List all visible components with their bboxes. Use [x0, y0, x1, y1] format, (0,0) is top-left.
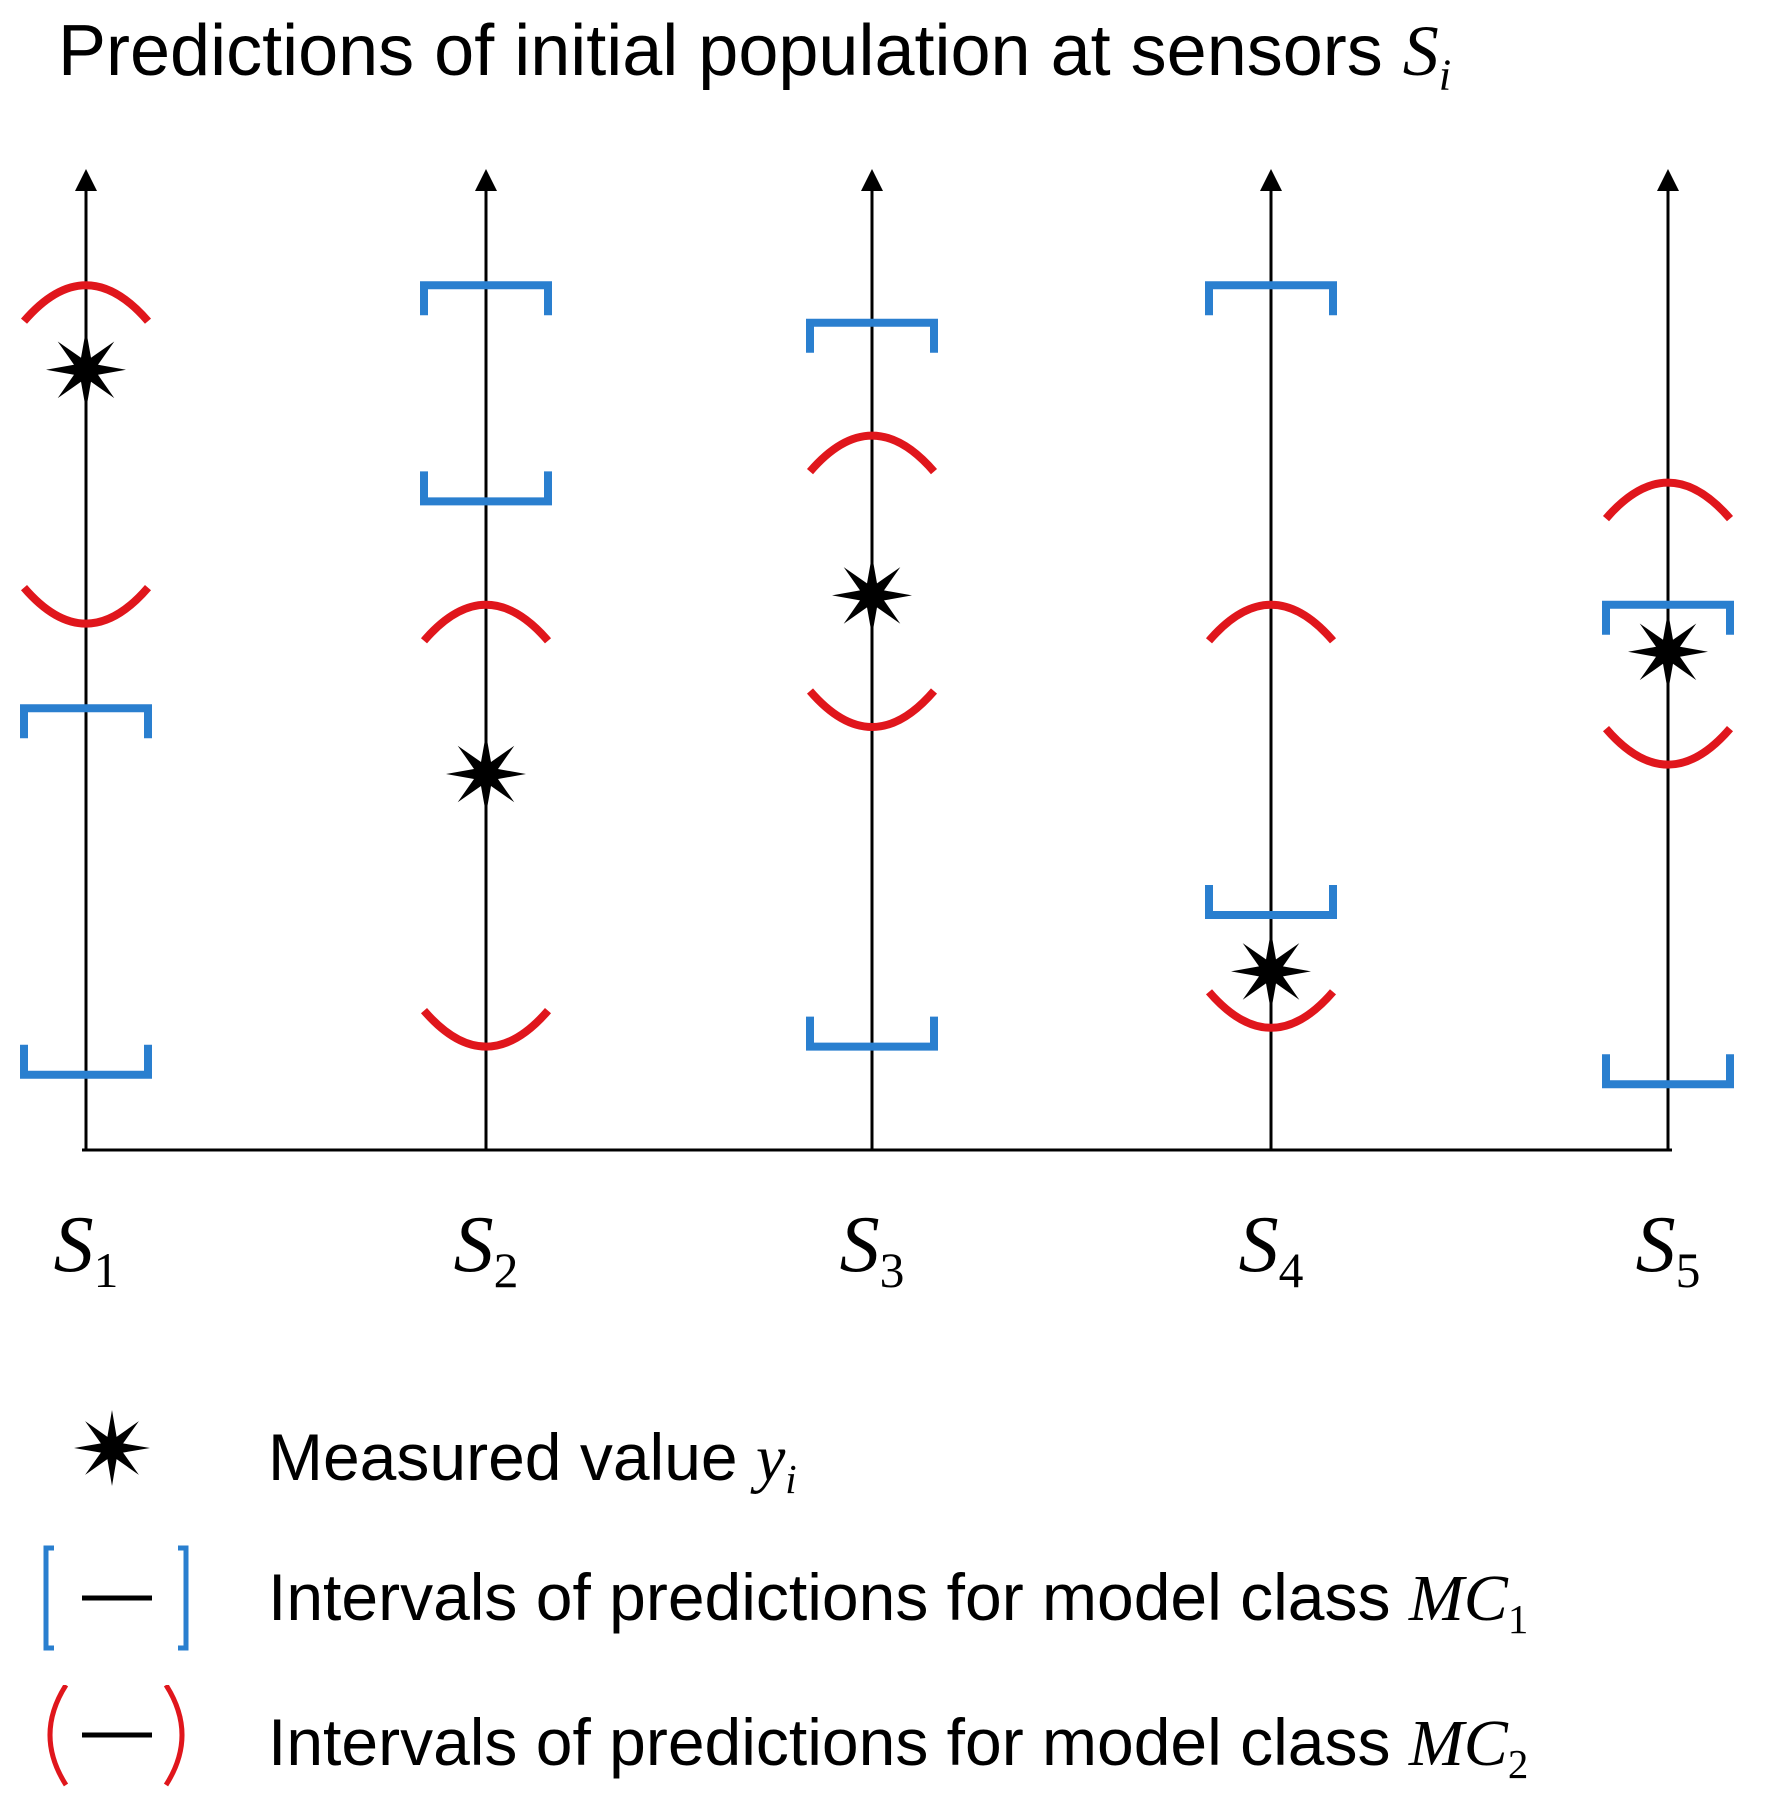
bracket-icon: [43, 1545, 189, 1651]
mc2-upper-paren-5: [1602, 478, 1734, 522]
mc1-upper-bracket-5: [1602, 600, 1734, 635]
measured-star-1: [46, 329, 126, 410]
arrow-up-icon: [1260, 169, 1282, 191]
chart-title-symbol: Si: [1402, 11, 1452, 100]
sensor-label-3: S3: [839, 1201, 905, 1298]
measured-star-4: [1231, 931, 1311, 1012]
legend-label-measured: Measured value yi: [268, 1420, 797, 1503]
arrow-up-icon: [475, 169, 497, 191]
mc1-lower-bracket-4: [1205, 885, 1337, 919]
star-icon: [74, 1410, 150, 1486]
mc2-lower-paren-5: [1602, 725, 1734, 769]
chart-title-text: Predictions of initial population at sen…: [58, 11, 1383, 91]
sensor-axes: [75, 169, 1679, 1150]
arrow-up-icon: [1657, 169, 1679, 191]
mc2-lower-paren-3: [806, 688, 938, 731]
mc1-upper-bracket-2: [420, 281, 552, 316]
chart-title: Predictions of initial population at sen…: [58, 8, 1768, 102]
paren-icon: [47, 1685, 185, 1787]
sensor-label-1: S1: [53, 1201, 119, 1298]
mc2-upper-paren-4: [1205, 601, 1337, 644]
mc2-upper-paren-3: [806, 431, 938, 475]
legend-item-mc2: Intervals of predictions for model class…: [0, 1685, 1775, 1805]
legend-label-mc2: Intervals of predictions for model class…: [268, 1705, 1529, 1788]
mc1-lower-bracket-5: [1602, 1054, 1734, 1089]
measured-star-2: [446, 734, 526, 814]
mc1-upper-bracket-1: [20, 704, 152, 739]
sensor-label-4: S4: [1238, 1201, 1304, 1298]
measured-star-3: [832, 555, 912, 636]
mc1-lower-bracket-3: [806, 1016, 938, 1051]
legend-label-mc1: Intervals of predictions for model class…: [268, 1560, 1529, 1643]
mc1-upper-bracket-3: [806, 318, 938, 353]
measured-star-5: [1628, 611, 1708, 692]
mc1-lower-bracket-2: [420, 471, 552, 506]
mc2-lower-paren-4: [1205, 989, 1337, 1032]
mc2-upper-paren-1: [20, 281, 152, 324]
mc2-lower-paren-2: [420, 1007, 552, 1051]
mc2-upper-paren-2: [420, 601, 552, 644]
legend-item-measured: Measured value yi: [0, 1400, 1775, 1520]
arrow-up-icon: [75, 169, 97, 191]
interval-marks: [20, 281, 1734, 1089]
sensor-label-5: S5: [1635, 1201, 1701, 1298]
sensor-label-2: S2: [453, 1201, 519, 1298]
legend-item-mc1: Intervals of predictions for model class…: [0, 1540, 1775, 1660]
mc1-upper-bracket-4: [1205, 281, 1337, 316]
arrow-up-icon: [861, 169, 883, 191]
mc2-lower-paren-1: [20, 584, 152, 628]
mc1-lower-bracket-1: [20, 1044, 152, 1079]
